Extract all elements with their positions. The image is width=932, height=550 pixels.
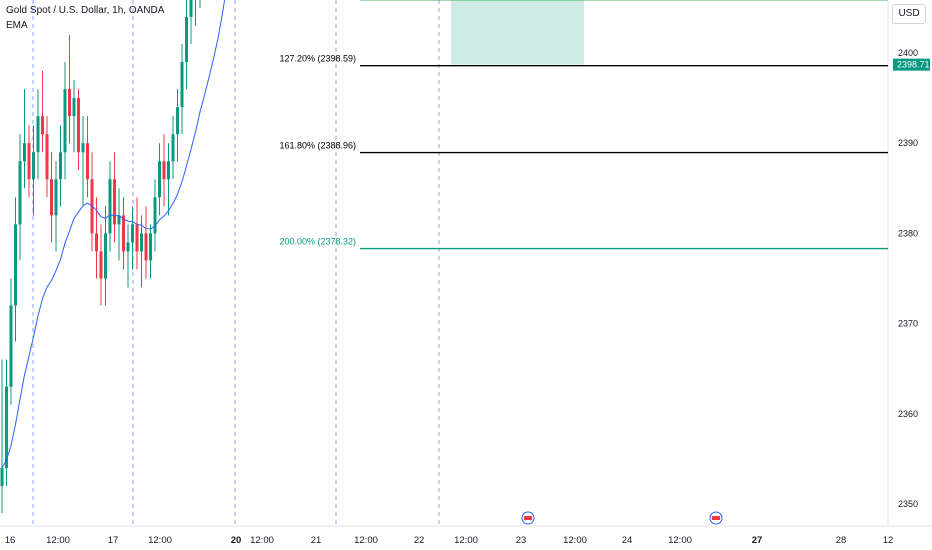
time-tick-label: 12 bbox=[883, 535, 894, 546]
currency-button[interactable]: USD bbox=[892, 4, 926, 24]
price-tick-label: 2360 bbox=[898, 409, 918, 419]
candle-body bbox=[77, 98, 80, 153]
candle-body bbox=[23, 143, 26, 162]
candle-body bbox=[108, 179, 112, 234]
time-tick-label: 12:00 bbox=[454, 535, 478, 546]
take-profit-zone[interactable] bbox=[451, 0, 584, 65]
time-tick-label: 12:00 bbox=[250, 535, 274, 546]
price-tag[interactable] bbox=[893, 58, 930, 71]
time-tick-label: 12:00 bbox=[148, 535, 172, 546]
candle-body bbox=[153, 197, 157, 234]
fibonacci-levels[interactable]: −61.80% (2451.20)−27.20% (2441.57)0.00% … bbox=[279, 0, 888, 250]
price-axis[interactable]: 2350236023702380239024002410242024302440… bbox=[855, 0, 930, 509]
ema-series bbox=[1, 0, 226, 469]
candle-body bbox=[113, 179, 116, 225]
candle-body bbox=[36, 116, 40, 153]
candle-body bbox=[158, 161, 161, 198]
candle-body bbox=[167, 161, 170, 180]
candle-body bbox=[95, 233, 98, 252]
time-tick-label: 22 bbox=[414, 535, 425, 546]
candle-body bbox=[131, 224, 134, 243]
time-tick-label: 16 bbox=[5, 535, 16, 546]
price-tick-label: 2370 bbox=[898, 319, 918, 329]
candle-body bbox=[63, 89, 67, 153]
fib-level-label: 127.20% (2398.59) bbox=[279, 54, 356, 64]
price-tag-label: 2398.71 bbox=[897, 60, 930, 70]
candle-body bbox=[117, 215, 121, 225]
time-tick-label: 21 bbox=[311, 535, 322, 546]
time-tick-label: 12:00 bbox=[668, 535, 692, 546]
time-tick-label: 24 bbox=[622, 535, 633, 546]
position-tool[interactable] bbox=[451, 0, 584, 65]
candle-body bbox=[5, 386, 8, 468]
candle-body bbox=[122, 215, 125, 252]
price-tick-label: 2400 bbox=[898, 48, 918, 58]
time-tick-label: 12:00 bbox=[46, 535, 70, 546]
time-tick-label: 12:00 bbox=[563, 535, 587, 546]
candle-body bbox=[14, 224, 17, 306]
candle-body bbox=[27, 143, 31, 180]
time-tick-label: 20 bbox=[231, 535, 242, 546]
candle-body bbox=[50, 179, 53, 216]
indicator-label[interactable]: EMA bbox=[6, 20, 28, 31]
us-flag-stripe bbox=[712, 516, 720, 520]
time-tick-label: 12:00 bbox=[354, 535, 378, 546]
price-tick-label: 2350 bbox=[898, 499, 918, 509]
candle-body bbox=[18, 161, 22, 225]
candle-body bbox=[9, 305, 13, 387]
time-axis[interactable]: 16 12:00 17 12:00 20 12:00 21 12:00 22 12:00 23 12:… bbox=[5, 535, 894, 546]
candle-body bbox=[86, 143, 89, 180]
candle-body bbox=[185, 16, 188, 63]
candle-body bbox=[45, 134, 49, 180]
time-tick-label: 28 bbox=[836, 535, 847, 546]
candle-body bbox=[126, 242, 130, 252]
session-separators bbox=[32, 0, 440, 526]
candle-body bbox=[0, 467, 4, 486]
time-tick-label: 27 bbox=[752, 535, 763, 546]
fib-level-label: 200.00% (2378.32) bbox=[279, 237, 356, 247]
candle-body bbox=[99, 251, 103, 279]
candle-body bbox=[32, 152, 35, 180]
candle-body bbox=[144, 233, 148, 261]
time-tick-label: 17 bbox=[108, 535, 119, 546]
candle-body bbox=[54, 179, 58, 216]
grid-lines bbox=[0, 0, 932, 527]
candle-body bbox=[149, 233, 152, 261]
ema-line bbox=[1, 0, 226, 469]
time-tick-label: 23 bbox=[516, 535, 527, 546]
candle-body bbox=[171, 134, 175, 162]
candle-body bbox=[59, 152, 62, 180]
candle-body bbox=[176, 107, 179, 135]
candle-body bbox=[135, 224, 139, 252]
chart-title: Gold Spot / U.S. Dollar, 1h, OANDA bbox=[6, 5, 165, 16]
candle-body bbox=[162, 161, 166, 180]
candle-body bbox=[72, 98, 76, 117]
candle-body bbox=[189, 0, 193, 17]
candlestick-series bbox=[0, 0, 201, 514]
candle-body bbox=[81, 143, 85, 153]
economic-events[interactable] bbox=[521, 511, 723, 525]
fib-level-label: 161.80% (2388.96) bbox=[279, 141, 356, 151]
candle-body bbox=[180, 62, 184, 108]
candle-body bbox=[140, 233, 143, 252]
candle-body bbox=[104, 233, 107, 279]
price-tick-label: 2390 bbox=[898, 138, 918, 148]
us-flag-stripe bbox=[524, 516, 532, 520]
candle-body bbox=[41, 116, 44, 135]
candle-body bbox=[68, 89, 71, 117]
price-tick-label: 2380 bbox=[898, 228, 918, 238]
